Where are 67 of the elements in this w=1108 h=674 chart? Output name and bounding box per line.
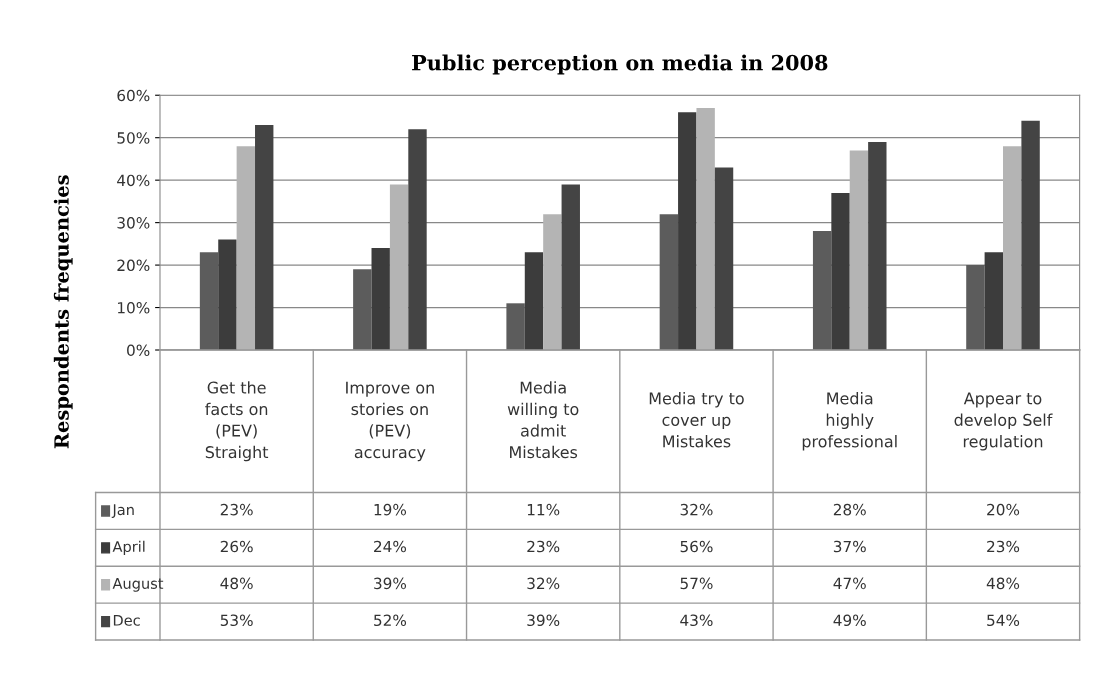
bar: [678, 112, 697, 351]
bar: [353, 269, 372, 351]
x-tick-label: Get the facts on (PEV) Straight: [205, 381, 269, 462]
y-tick-label: 50%: [117, 132, 150, 144]
bar: [812, 231, 832, 351]
data-label: 39%: [374, 577, 407, 590]
y-tick-label: 40%: [117, 174, 150, 187]
legend-label: August: [112, 578, 164, 592]
chart-title: Public perception on media in 2008: [412, 54, 828, 75]
bar: [255, 124, 274, 351]
data-label: 23%: [987, 540, 1020, 553]
data-label: 11%: [527, 503, 560, 516]
data-label: 26%: [220, 540, 253, 553]
data-label: 48%: [220, 577, 253, 590]
data-label: 48%: [986, 577, 1020, 590]
data-label: 39%: [527, 614, 560, 627]
bar: [218, 239, 237, 351]
data-label: 23%: [527, 540, 560, 553]
y-tick-label: 0%: [127, 344, 150, 357]
data-label: 43%: [680, 614, 713, 627]
data-label: 24%: [374, 540, 407, 553]
data-label: 54%: [987, 614, 1020, 627]
y-tick-label: 10%: [117, 302, 150, 314]
bar: [506, 303, 525, 351]
bar: [524, 252, 544, 351]
legend-label: April: [112, 540, 145, 555]
x-tick-label: Appear to develop Self regulation: [954, 392, 1053, 451]
data-label: 52%: [374, 614, 407, 627]
bar: [389, 184, 409, 351]
x-tick-label: Media highly professional: [802, 392, 897, 451]
bar: [659, 214, 679, 351]
x-tick-label: Media try to cover up Mistakes: [649, 392, 744, 448]
y-tick-label: 20%: [117, 259, 150, 272]
bar: [696, 107, 715, 351]
y-tick-label: 60%: [117, 89, 150, 102]
legend-label: Jan: [111, 504, 134, 518]
data-label: 57%: [680, 577, 713, 590]
data-label: 28%: [833, 503, 866, 516]
bar: [1021, 120, 1040, 351]
bar: [408, 129, 427, 351]
bar: [1003, 146, 1022, 351]
y-axis-title: Respondents frequencies: [53, 175, 73, 449]
bar: [849, 150, 869, 351]
bar: [984, 252, 1003, 351]
x-tick-label: Improve on stories on (PEV) accuracy: [346, 381, 434, 462]
bar: [831, 192, 850, 351]
data-label: 19%: [374, 503, 407, 516]
data-label: 47%: [833, 577, 866, 590]
x-tick-label: Media willing to admit Mistakes: [507, 381, 579, 459]
data-label: 49%: [833, 614, 866, 627]
bar: [966, 265, 985, 351]
bar: [714, 167, 734, 351]
bar: [543, 214, 562, 351]
data-label: 56%: [680, 540, 713, 553]
data-label: 53%: [220, 614, 253, 627]
data-label: 32%: [527, 577, 560, 590]
bar: [236, 146, 256, 351]
data-label: 20%: [987, 503, 1020, 516]
bar: [561, 184, 580, 351]
bar: [868, 141, 887, 351]
bar: [371, 248, 390, 351]
data-label: 23%: [220, 503, 253, 516]
data-label: 32%: [680, 503, 713, 516]
y-tick-label: 30%: [117, 217, 150, 229]
legend-label: Dec: [113, 614, 140, 626]
data-label: 37%: [833, 540, 866, 553]
bar: [199, 252, 219, 351]
